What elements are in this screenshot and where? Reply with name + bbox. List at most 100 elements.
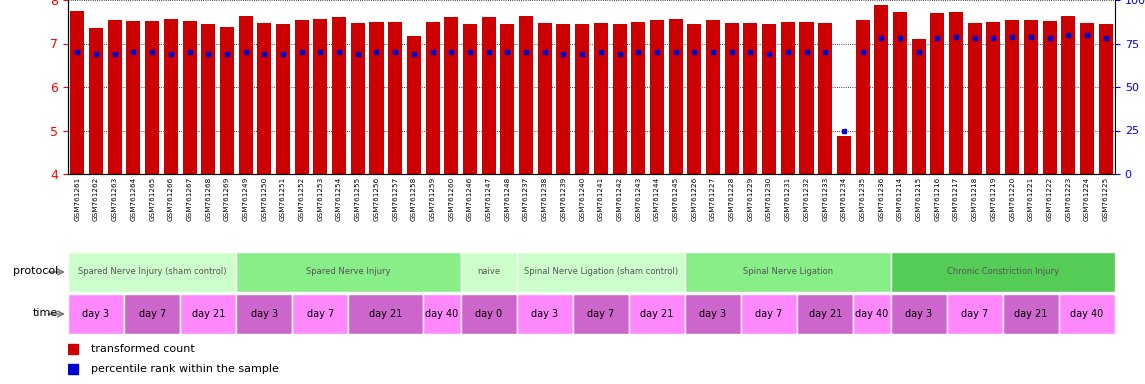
Text: Spinal Nerve Ligation (sham control): Spinal Nerve Ligation (sham control) (523, 268, 678, 276)
Text: day 40: day 40 (425, 309, 458, 319)
Bar (650, 20, 664, 174)
Bar (1003, 294, 1059, 334)
Bar (460, 294, 516, 334)
Bar (1005, 20, 1019, 174)
Bar (292, 294, 348, 334)
Text: Spared Nerve Injury (sham control): Spared Nerve Injury (sham control) (78, 268, 227, 276)
Bar (743, 23, 758, 174)
Bar (968, 23, 981, 174)
Bar (68, 294, 124, 334)
Bar (987, 22, 1001, 174)
Text: day 21: day 21 (369, 309, 403, 319)
Bar (1059, 294, 1115, 334)
Text: day 21: day 21 (191, 309, 224, 319)
Bar (685, 252, 891, 292)
Bar (538, 23, 552, 174)
Bar (314, 19, 327, 174)
Text: day 40: day 40 (855, 309, 889, 319)
Bar (741, 294, 797, 334)
Bar (1061, 16, 1075, 174)
Text: day 7: day 7 (756, 309, 783, 319)
Bar (388, 22, 402, 174)
Bar (463, 24, 477, 174)
Bar (819, 23, 832, 174)
Bar (516, 252, 685, 292)
Bar (949, 12, 963, 174)
Bar (947, 294, 1003, 334)
Bar (460, 252, 516, 292)
Bar (164, 19, 177, 174)
Text: day 7: day 7 (139, 309, 166, 319)
Bar (350, 23, 365, 174)
Text: naive: naive (477, 268, 500, 276)
Bar (348, 294, 424, 334)
Bar (911, 39, 925, 174)
Bar (370, 22, 384, 174)
Bar (837, 136, 851, 174)
Bar (891, 252, 1115, 292)
Bar (444, 17, 458, 174)
Text: day 7: day 7 (961, 309, 988, 319)
Text: Chronic Constriction Injury: Chronic Constriction Injury (947, 268, 1059, 276)
Bar (500, 24, 514, 174)
Bar (236, 294, 292, 334)
Bar (220, 27, 234, 174)
Bar (145, 21, 159, 174)
Bar (631, 22, 646, 174)
Bar (799, 22, 813, 174)
Bar (426, 22, 440, 174)
Text: day 7: day 7 (587, 309, 615, 319)
Text: day 21: day 21 (1014, 309, 1048, 319)
Text: day 7: day 7 (307, 309, 334, 319)
Bar (276, 24, 290, 174)
Text: Spinal Nerve Ligation: Spinal Nerve Ligation (743, 268, 832, 276)
Bar (424, 294, 460, 334)
Bar (931, 13, 945, 174)
Bar (797, 294, 853, 334)
Bar (236, 252, 460, 292)
Text: day 40: day 40 (1071, 309, 1104, 319)
Bar (669, 19, 682, 174)
Text: day 3: day 3 (906, 309, 932, 319)
Bar (685, 294, 741, 334)
Text: percentile rank within the sample: percentile rank within the sample (92, 364, 279, 374)
Bar (68, 252, 236, 292)
Bar (575, 24, 590, 174)
Bar (1024, 20, 1037, 174)
Bar (687, 24, 702, 174)
Bar (781, 22, 795, 174)
Bar (202, 24, 215, 174)
Bar (294, 20, 309, 174)
Text: day 3: day 3 (82, 309, 110, 319)
Bar (629, 294, 685, 334)
Text: day 0: day 0 (475, 309, 503, 319)
Bar (70, 11, 85, 174)
Bar (891, 294, 947, 334)
Bar (519, 16, 534, 174)
Bar (556, 24, 570, 174)
Bar (124, 294, 180, 334)
Text: Spared Nerve Injury: Spared Nerve Injury (306, 268, 390, 276)
Bar (763, 24, 776, 174)
Bar (1043, 21, 1057, 174)
Text: day 21: day 21 (640, 309, 673, 319)
Bar (725, 23, 739, 174)
Text: time: time (33, 308, 58, 318)
Bar (1099, 24, 1113, 174)
Bar (706, 20, 720, 174)
Bar (126, 21, 141, 174)
Text: transformed count: transformed count (92, 344, 195, 354)
Text: day 3: day 3 (251, 309, 278, 319)
Bar (853, 294, 891, 334)
Bar (893, 12, 907, 174)
Bar (406, 36, 421, 174)
Text: day 21: day 21 (808, 309, 842, 319)
Bar (594, 23, 608, 174)
Bar (855, 20, 869, 174)
Bar (89, 28, 103, 174)
Bar (572, 294, 629, 334)
Text: day 3: day 3 (700, 309, 727, 319)
Bar (180, 294, 236, 334)
Bar (182, 21, 197, 174)
Bar (613, 24, 626, 174)
